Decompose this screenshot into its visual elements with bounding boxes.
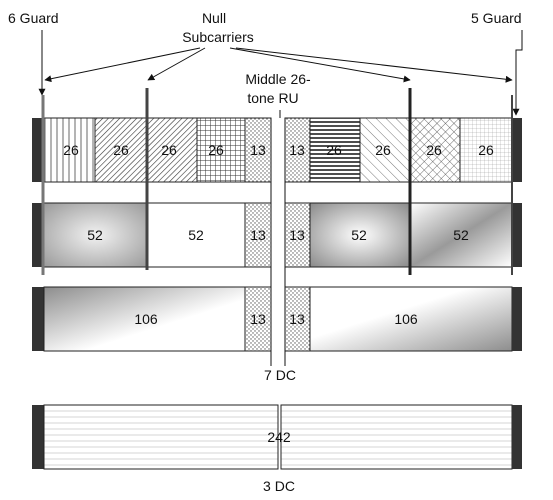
guard-block-right [512,405,522,469]
guard-block-left [32,203,44,267]
ru-label: 13 [250,142,266,158]
ru-label: 52 [453,227,469,243]
ru26-block [196,117,246,183]
ru-label: 52 [351,227,367,243]
ru-label: 52 [87,227,103,243]
ru242-block-right-half [280,404,513,470]
ru-label: 26 [161,142,177,158]
ru26-block [309,117,361,183]
ru26-block [146,117,198,183]
row-242-tone: 242 [32,404,522,470]
null-subcarriers-label-line1: Null [202,10,226,26]
guard-right-label: 5 Guard [471,10,522,26]
middle-ru-label-line2: tone RU [247,90,298,106]
guard-block-right [512,203,522,267]
guard-right-pointer [512,30,523,116]
ru-label: 26 [113,142,129,158]
null-subcarrier-arrows [44,47,513,83]
ru-label: 13 [289,142,305,158]
guard-block-left [32,287,44,351]
ru-label: 13 [289,227,305,243]
ru242-block-left-half [43,404,279,470]
middle-ru-label-line1: Middle 26- [245,71,311,87]
ru-label: 26 [375,142,391,158]
guard-block-left [32,118,44,182]
ru-label: 26 [426,142,442,158]
ru-label: 26 [208,142,224,158]
ru13-block [244,117,272,183]
guard-block-left [32,405,44,469]
row-26-tone: 26 26 26 26 13 13 26 26 26 26 [32,117,522,183]
ru-label: 26 [326,142,342,158]
dc7-label: 7 DC [264,367,296,383]
ru13-block [284,117,311,183]
guard-block-right [512,287,522,351]
ru-label: 26 [63,142,79,158]
ru106-block [43,286,246,352]
ru-label: 13 [289,311,305,327]
ru-label: 52 [188,227,204,243]
ru-label: 26 [478,142,494,158]
guard-block-right [512,118,522,182]
ru26-block [459,117,513,183]
ru106-block [309,286,513,352]
ru13-block [244,286,272,352]
ru-label: 106 [134,311,158,327]
ru-label: 13 [250,311,266,327]
guard-left-label: 6 Guard [8,10,59,26]
ru52-block [409,202,513,268]
ru26-block [94,117,148,183]
ru-label: 242 [267,429,291,445]
ru26-block [359,117,411,183]
ru-label: 106 [394,311,418,327]
ru52-block [309,202,411,268]
ru-label: 13 [250,227,266,243]
dc3-label: 3 DC [263,478,295,494]
null-subcarriers-label-line2: Subcarriers [182,29,254,45]
row-106-tone: 106 13 13 106 [32,286,522,352]
row-52-tone: 52 52 13 13 52 52 [32,202,522,268]
